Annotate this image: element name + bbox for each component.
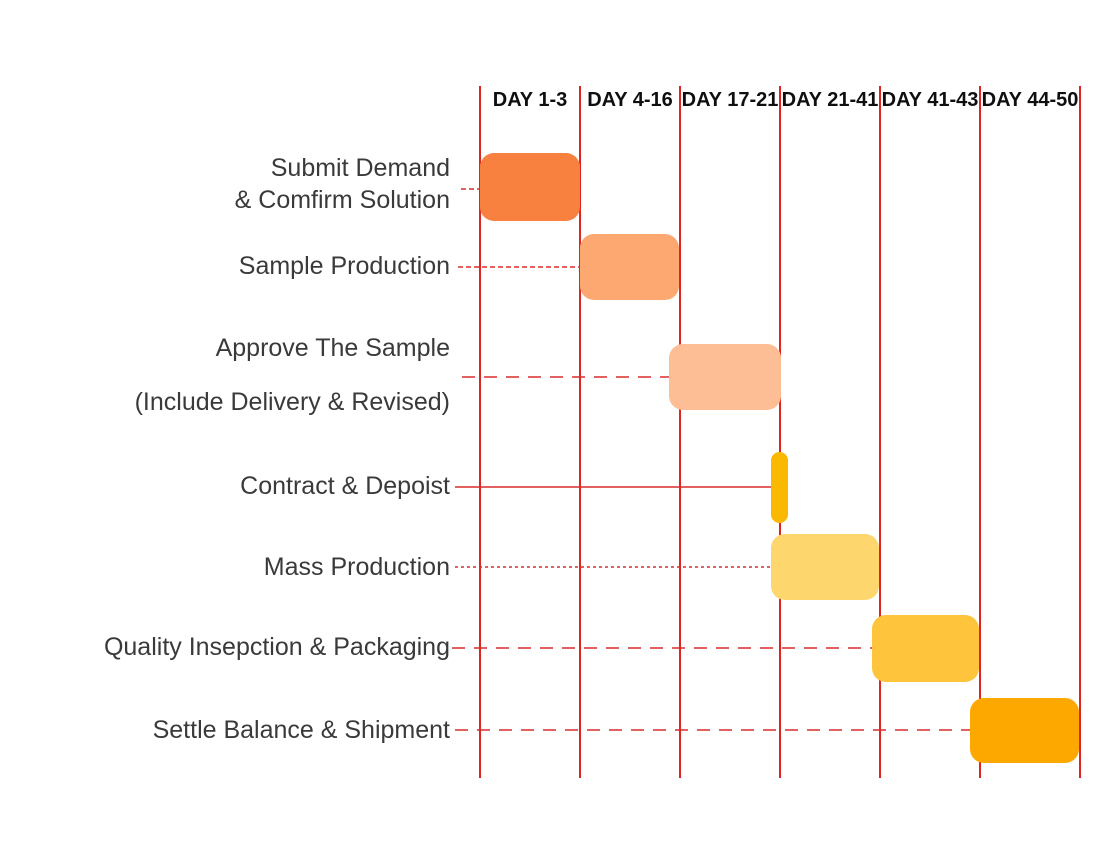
task-bar-0 bbox=[480, 153, 580, 221]
task-label-4-line-0: Mass Production bbox=[263, 553, 450, 581]
task-bar-6 bbox=[970, 698, 1079, 763]
task-bar-1 bbox=[580, 234, 679, 300]
task-label-5: Quality Insepction & Packaging bbox=[104, 631, 450, 663]
task-label-3: Contract & Depoist bbox=[240, 470, 450, 502]
column-header-0: DAY 1-3 bbox=[492, 89, 568, 111]
task-label-5-line-0: Quality Insepction & Packaging bbox=[103, 633, 450, 661]
column-header-3: DAY 21-41 bbox=[781, 89, 879, 111]
column-header-2: DAY 17-21 bbox=[681, 89, 779, 111]
task-label-0: Submit Demand & Comfirm Solution bbox=[235, 152, 450, 216]
task-label-0-line-1: & Comfirm Solution bbox=[234, 186, 450, 214]
task-label-2: Approve The Sample (Include Delivery & Re… bbox=[135, 321, 450, 429]
task-bar-2 bbox=[669, 344, 781, 410]
task-bar-3 bbox=[771, 452, 788, 523]
task-label-1-line-0: Sample Production bbox=[238, 252, 450, 280]
task-label-0-line-0: Submit Demand bbox=[270, 154, 450, 182]
column-header-4: DAY 41-43 bbox=[881, 89, 979, 111]
task-bar-4 bbox=[771, 534, 879, 600]
task-label-4: Mass Production bbox=[264, 551, 450, 583]
task-label-1: Sample Production bbox=[239, 250, 450, 282]
task-label-6-line-0: Settle Balance & Shipment bbox=[152, 716, 450, 744]
task-label-2-line-0: Approve The Sample bbox=[215, 334, 450, 362]
column-header-1: DAY 4-16 bbox=[587, 89, 673, 111]
column-header-5: DAY 44-50 bbox=[981, 89, 1079, 111]
task-label-6: Settle Balance & Shipment bbox=[153, 714, 450, 746]
task-bar-5 bbox=[872, 615, 979, 682]
task-label-3-line-0: Contract & Depoist bbox=[240, 472, 450, 500]
task-label-2-line-1: (Include Delivery & Revised) bbox=[134, 388, 450, 416]
